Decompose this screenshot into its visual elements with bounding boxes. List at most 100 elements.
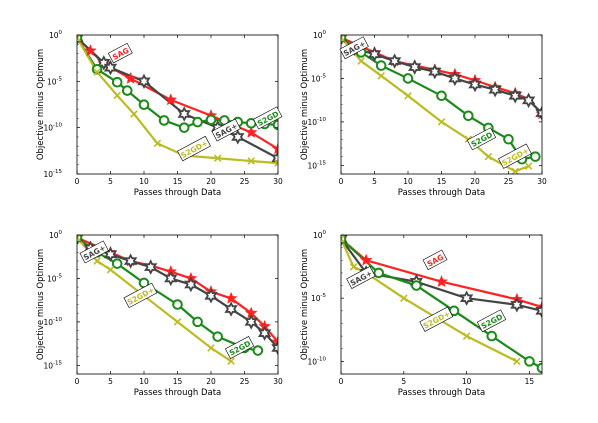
series-1-point [271,142,278,155]
plot-area [341,235,542,374]
series-2-point [257,325,272,341]
x-tick-label: 0 [339,177,344,186]
series-2-point [103,59,118,76]
series-2-point [521,92,536,109]
series-label-box [466,127,497,151]
series-3-point [192,116,203,128]
series-line-1 [341,36,542,115]
series-2-point [510,297,524,313]
plot-area [77,35,278,167]
chart-3: 0 5 10 15 20 25 30 100 10-5 10-10 10-15 Passes thro… [36,230,283,398]
series-2-point [271,340,278,356]
series-4-point [513,357,521,366]
x-axis-label: Passes through Data [398,188,486,198]
series-line-4 [77,37,278,165]
series-3-point [192,316,203,328]
series-2-point [535,303,542,319]
series-2-point [123,253,138,269]
series-2-point [204,288,218,304]
series-4-point [404,92,412,100]
series-3-point [252,345,264,356]
series-4-point [173,318,182,326]
x-axis-label: Passes through Data [134,388,222,398]
series-4-point [77,235,81,242]
x-tick-label: 10 [462,377,472,386]
series-2-point [164,270,178,287]
series-1-point [84,44,97,57]
y-tick-label: 10-15 [43,169,62,179]
y-tick-label: 10-10 [307,117,326,127]
series-label-box [498,143,532,169]
series-label-box [339,36,369,60]
series-2-point [468,76,482,93]
x-tick-label: 5 [401,377,406,386]
series-2-point [428,63,442,80]
series-2-point [367,46,382,63]
series-2-point [97,55,111,71]
series-4-point [484,152,493,161]
series-4-point [227,357,235,365]
y-tick-label: 10-5 [311,73,327,83]
y-tick-label: 10-5 [311,293,327,303]
x-tick-label: 5 [108,177,113,186]
series-3-point [463,110,474,122]
series-3-point [402,73,414,84]
x-tick-label: 0 [75,177,80,186]
series-3-point [536,362,542,374]
series-1-point [244,125,258,138]
series-4-point [462,332,471,340]
series-4-point [377,72,385,80]
series-label: SAG [422,249,448,271]
chart-2: 0 5 10 15 20 25 30 100 10-5 10-10 10-15 Passes thro… [300,30,547,198]
series-4-point [437,118,446,126]
series-4-point [113,91,121,100]
y-tick-label: 10-10 [43,123,62,133]
x-tick-label: 10 [139,177,149,186]
series-label: S2GD [466,127,497,151]
plot-frame [340,234,543,375]
series-3-point [121,85,133,96]
series-4-point [341,235,345,243]
series-label-box [224,336,255,359]
series-4-point [106,265,115,274]
series-1-point [359,253,373,266]
series-label-box [107,42,133,64]
x-tick-label: 20 [470,177,480,186]
y-tick-label: 100 [49,30,63,40]
series-3-point [138,99,150,111]
series-3-point [111,76,123,88]
series-3-point [91,63,103,75]
chart-4: 0 5 10 15 100 10-5 10-10 Passes through Data Obj… [300,230,543,398]
series-3-point [212,331,223,342]
x-tick-label: 15 [525,377,535,386]
y-tick-label: 10-10 [307,356,326,366]
series-1-point [224,291,238,304]
x-tick-label: 5 [372,177,377,186]
series-3-point [205,114,217,126]
series-1-point [124,71,137,84]
x-tick-label: 20 [206,177,216,186]
series-3-point [178,122,190,133]
series-label-box [123,282,158,309]
series-label-box [419,306,454,332]
x-tick-label: 10 [403,177,413,186]
series-4-point [93,257,101,265]
x-tick-label: 15 [173,177,183,186]
series-4-point [524,162,533,170]
series-label: S2GD [224,336,255,359]
series-line-2 [77,36,278,160]
x-tick-label: 10 [139,377,149,386]
series-label: SAG [107,42,133,64]
series-2-point [448,70,462,87]
series-2-point [535,105,542,121]
series-4-point [274,159,278,167]
series-line-3 [341,36,536,161]
series-1-point [435,275,448,288]
chart-1: 0 5 10 15 20 25 30 100 10-5 10-10 10-15 Passes thro… [36,30,283,198]
series-3-point [436,90,447,102]
series-4-point [213,154,222,163]
series-2-point [488,82,502,98]
series-label-box [79,240,109,264]
series-2-point [408,59,422,75]
